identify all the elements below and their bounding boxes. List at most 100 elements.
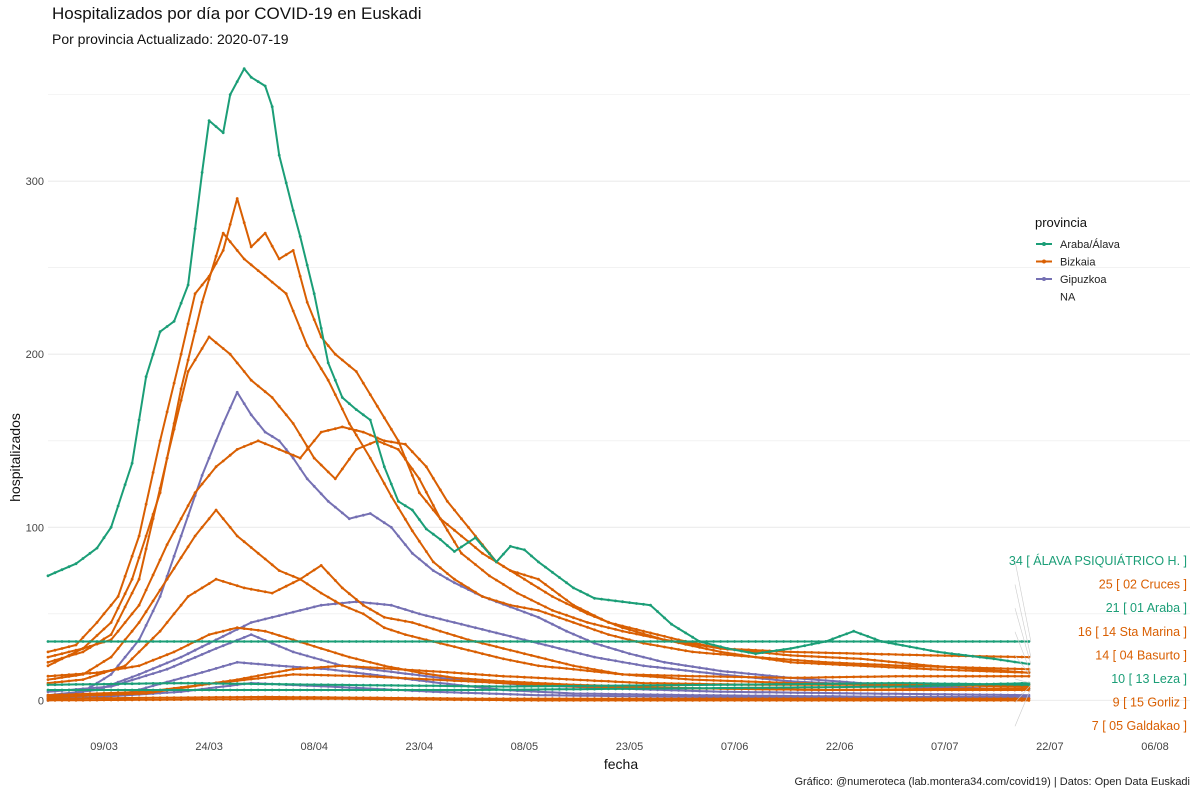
data-point [179, 696, 183, 699]
data-point [424, 677, 428, 681]
data-point [116, 504, 120, 508]
data-point [249, 587, 253, 591]
data-point [200, 474, 204, 477]
data-point [277, 670, 281, 674]
data-point [838, 685, 842, 689]
data-point [824, 651, 828, 655]
data-point [999, 683, 1003, 686]
data-point [263, 663, 267, 666]
data-point [733, 652, 736, 656]
data-point [354, 671, 358, 675]
data-point [894, 640, 898, 643]
data-point [375, 602, 379, 606]
data-point [971, 682, 975, 686]
data-point [733, 699, 736, 702]
data-point [235, 697, 239, 701]
data-point [607, 687, 610, 691]
data-point [705, 651, 708, 655]
data-point [200, 640, 204, 643]
data-point [852, 664, 856, 667]
data-point [649, 675, 652, 678]
data-point [221, 422, 225, 425]
data-point [326, 344, 330, 347]
data-point [270, 435, 274, 438]
data-point [726, 670, 729, 674]
data-point [438, 538, 442, 541]
data-point [382, 521, 386, 525]
data-point [621, 640, 624, 643]
data-point [298, 640, 302, 643]
data-point [235, 361, 239, 365]
data-point [642, 687, 645, 691]
data-point [614, 687, 617, 691]
data-point [726, 686, 729, 690]
data-point [403, 543, 407, 546]
data-point [438, 629, 442, 633]
data-point [474, 691, 477, 695]
data-point [354, 609, 358, 613]
data-point [565, 691, 568, 695]
data-point [102, 637, 106, 641]
data-point [880, 665, 884, 669]
data-point [172, 658, 176, 662]
data-point [221, 131, 225, 135]
data-point [361, 672, 365, 675]
data-point [915, 681, 919, 685]
data-point [593, 655, 596, 659]
data-point [1020, 655, 1024, 659]
data-point [509, 698, 512, 702]
data-point [908, 653, 912, 657]
data-point [593, 692, 596, 696]
data-point [410, 529, 414, 533]
data-point [502, 633, 505, 636]
data-point [186, 674, 190, 678]
data-point [340, 407, 344, 411]
data-point [277, 644, 281, 648]
data-point [151, 698, 155, 702]
data-point [270, 445, 274, 448]
data-point [817, 651, 821, 654]
y-tick-label: 200 [26, 349, 44, 361]
data-point [859, 652, 863, 656]
data-point [628, 631, 631, 634]
data-point [929, 684, 933, 688]
data-point [978, 687, 982, 691]
data-point [796, 699, 800, 702]
data-point [396, 534, 400, 538]
data-point [761, 673, 764, 677]
data-point [445, 619, 449, 623]
data-point [438, 684, 442, 688]
data-point [600, 597, 603, 601]
data-point [382, 684, 386, 687]
data-point [817, 682, 821, 686]
data-point [235, 660, 239, 664]
data-point [460, 671, 463, 675]
data-point [474, 640, 477, 643]
data-point [137, 664, 141, 668]
data-point [361, 603, 365, 607]
data-point [200, 653, 204, 656]
data-point [298, 609, 302, 612]
data-point [326, 571, 330, 575]
x-tick-label: 24/03 [195, 741, 223, 753]
data-point [621, 680, 624, 684]
data-point [530, 684, 533, 688]
data-point [81, 557, 85, 560]
data-point [572, 640, 575, 643]
data-point [915, 646, 919, 650]
data-point [284, 664, 288, 668]
data-point [249, 621, 253, 624]
data-point [929, 664, 933, 668]
data-point [992, 670, 996, 673]
data-point [593, 615, 596, 618]
data-point [593, 687, 596, 691]
data-point [438, 676, 442, 680]
y-tick-label: 100 [26, 522, 44, 534]
data-point [235, 626, 239, 630]
data-point [207, 119, 211, 122]
data-point [488, 556, 491, 559]
data-point [677, 687, 680, 690]
data-point [873, 637, 877, 641]
data-point [403, 633, 407, 636]
data-point [95, 682, 99, 686]
